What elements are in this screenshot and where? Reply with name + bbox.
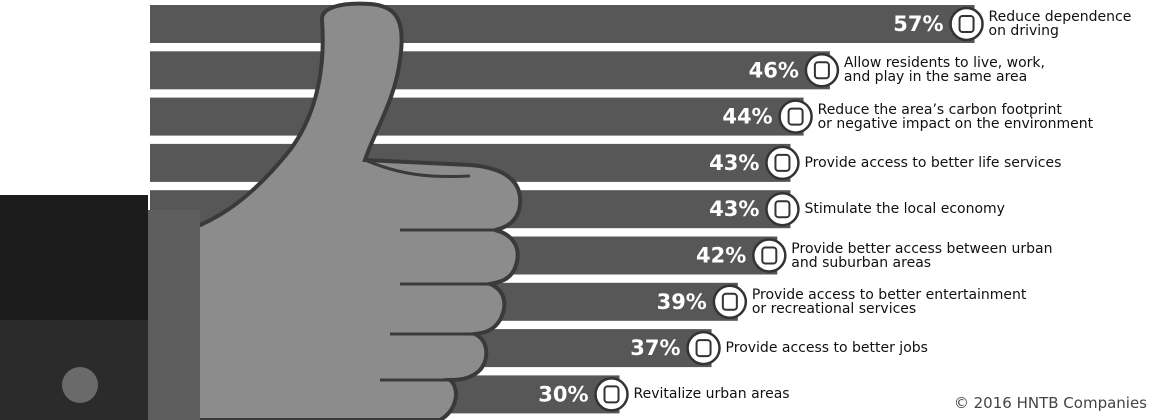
icon-glyph bbox=[787, 107, 804, 126]
category-label: Revitalize urban areas bbox=[633, 386, 790, 403]
category-label: Provide access to better jobs bbox=[725, 340, 928, 357]
icon-glyph bbox=[603, 385, 620, 404]
icon-glyph bbox=[721, 292, 738, 311]
value-label: 39% bbox=[657, 290, 707, 314]
icon bbox=[778, 99, 813, 134]
category-label: Provide access to better entertainment o… bbox=[751, 286, 1027, 317]
icon-glyph bbox=[695, 339, 712, 358]
value-label: 57% bbox=[893, 12, 943, 36]
icon bbox=[765, 145, 800, 181]
icon bbox=[752, 238, 787, 273]
icon-glyph bbox=[761, 246, 778, 265]
icon-glyph bbox=[774, 200, 791, 219]
category-label: Allow residents to live, work, and play … bbox=[843, 55, 1045, 86]
bar bbox=[150, 5, 975, 43]
category-label: Provide better access between urban and … bbox=[791, 240, 1053, 271]
value-label: 43% bbox=[709, 151, 759, 175]
category-label: Reduce dependence on driving bbox=[988, 9, 1132, 39]
value-label: 37% bbox=[630, 336, 680, 360]
value-label: 44% bbox=[722, 105, 772, 129]
icon bbox=[686, 330, 721, 366]
category-label: Stimulate the local economy bbox=[804, 201, 1005, 218]
thumbs-up-illustration bbox=[0, 1, 523, 420]
icon bbox=[949, 6, 984, 42]
value-label: 30% bbox=[538, 382, 588, 406]
icon bbox=[712, 284, 748, 320]
icon bbox=[594, 377, 629, 412]
bar bbox=[150, 51, 830, 90]
icon-glyph bbox=[958, 15, 975, 33]
value-label: 43% bbox=[709, 197, 759, 221]
source: © 2016 HNTB Companies bbox=[953, 394, 1147, 412]
value-label: 42% bbox=[696, 244, 746, 268]
category-label: Reduce the area’s carbon footprint or ne… bbox=[817, 101, 1094, 132]
icon bbox=[804, 53, 840, 88]
icon-glyph bbox=[774, 153, 791, 172]
icon bbox=[765, 191, 800, 227]
category-label: Provide access to better life services bbox=[804, 154, 1062, 171]
bar bbox=[150, 97, 804, 136]
icon-glyph bbox=[813, 61, 830, 80]
value-label: 46% bbox=[749, 58, 799, 82]
